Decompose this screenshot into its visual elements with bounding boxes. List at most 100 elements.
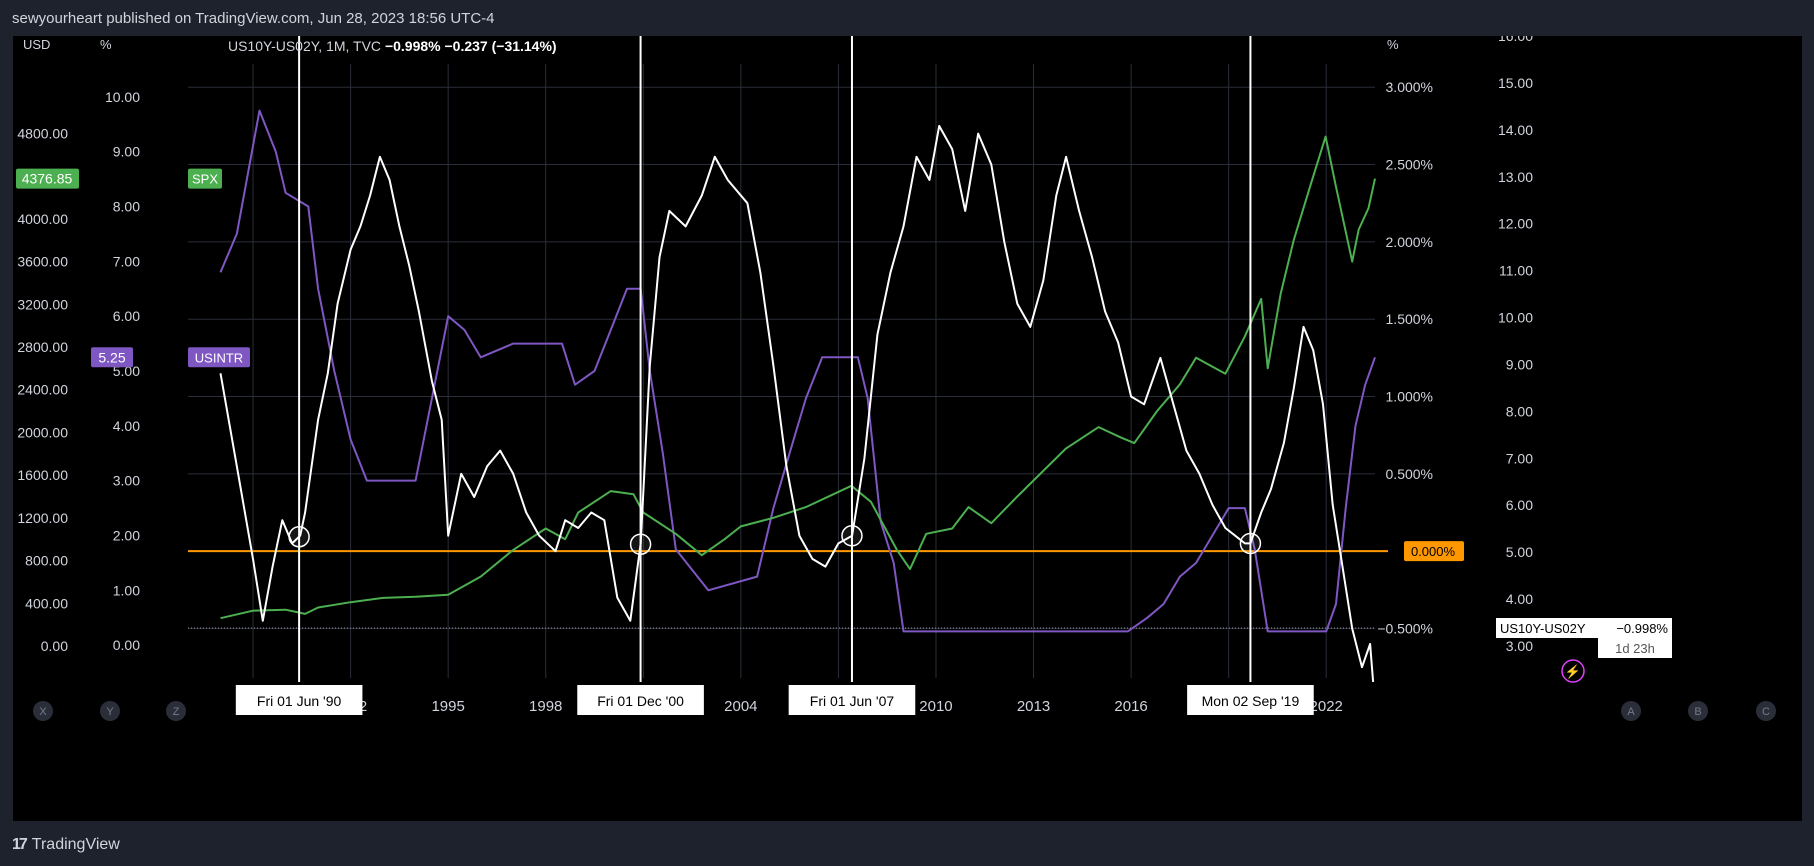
series-line-usintr	[219, 109, 1376, 633]
scale-button-label: B	[1694, 706, 1701, 718]
spread-tick-label: −0.500%	[1377, 621, 1433, 637]
x-tick-label: 2010	[919, 698, 952, 715]
far-right-tick-label: 14.00	[1498, 122, 1533, 138]
far-right-tick-label: 8.00	[1506, 403, 1533, 419]
spread-tick-label: 0.500%	[1386, 466, 1433, 482]
tradingview-brand: TradingView	[31, 836, 120, 853]
spread-axis: % 3.000% 2.500% 2.000% 1.500% 1.000% 0.500% −0.…	[1377, 37, 1433, 637]
rate-tick-label: 0.00	[113, 637, 140, 653]
chart-svg[interactable]: 1919921995199820042010201320162022Fri 01…	[13, 36, 1802, 821]
grid	[188, 64, 1375, 678]
legend[interactable]: US10Y-US02Y, 1M, TVC −0.998% −0.237 (−31…	[228, 38, 557, 54]
legend-last: −0.998%	[385, 38, 445, 54]
x-tick-label: 2013	[1017, 698, 1050, 715]
scale-button[interactable]	[1688, 701, 1708, 721]
rate-tick-label: 8.00	[113, 199, 140, 215]
spx-value-label: 4376.85	[22, 171, 73, 187]
usd-tick-label: 4800.00	[17, 125, 68, 141]
scale-button[interactable]	[33, 701, 53, 721]
far-right-tick-label: 11.00	[1499, 263, 1533, 279]
marker-date-box	[577, 685, 704, 715]
usd-tick-label: 400.00	[25, 595, 68, 611]
usintr-value-badge	[91, 347, 133, 368]
usintr-value-label: 5.25	[98, 349, 125, 365]
x-axis: 1919921995199820042010201320162022Fri 01…	[13, 682, 1802, 722]
usd-tick-label: 1200.00	[17, 510, 68, 526]
far-right-tick-label: 7.00	[1506, 450, 1533, 466]
scale-button[interactable]	[100, 701, 120, 721]
lightning-button[interactable]	[1561, 659, 1585, 683]
marker-date-label: Fri 01 Dec '00	[597, 693, 684, 709]
far-right-tick-label: 6.00	[1506, 497, 1533, 513]
scale-button[interactable]	[166, 701, 186, 721]
usd-tick-label: 800.00	[25, 553, 68, 569]
legend-symbol: US10Y-US02Y, 1M, TVC	[228, 38, 385, 54]
tradingview-logo-icon: 17	[12, 836, 28, 853]
series-line-us10y-us02y	[219, 124, 1376, 706]
x-tick-label: 2022	[1310, 698, 1343, 715]
marker-date-box	[235, 685, 363, 715]
spread-axis-title: %	[1387, 37, 1399, 52]
marker-circle[interactable]	[1239, 532, 1262, 555]
rate-axis-title: %	[100, 37, 112, 52]
far-right-tick-label: 13.00	[1498, 169, 1533, 185]
scale-button[interactable]	[1756, 701, 1776, 721]
countdown-label: 1d 23h	[1615, 641, 1655, 656]
marker-circle[interactable]	[288, 525, 310, 548]
rate-tick-label: 2.00	[113, 527, 140, 543]
far-right-tick-label: 15.00	[1498, 75, 1533, 91]
rate-axis: %10.009.008.007.006.005.004.003.002.001.…	[100, 37, 140, 653]
usintr-name-label: USINTR	[195, 350, 243, 365]
far-right-axis: 16.00 15.00 14.00 13.00 12.00 11.00 10.00 9.00 8…	[1498, 36, 1533, 654]
marker-circle[interactable]	[629, 533, 652, 556]
chart-area[interactable]: 1919921995199820042010201320162022Fri 01…	[13, 36, 1802, 821]
usd-tick-label: 2800.00	[17, 339, 68, 355]
usintr-name-badge[interactable]	[188, 347, 250, 368]
spread-tag-value: −0.998%	[1616, 621, 1668, 636]
tradingview-logo[interactable]: 17 TradingView	[12, 836, 120, 854]
far-right-tick-label: 10.00	[1498, 310, 1533, 326]
far-right-tick-label: 16.00	[1498, 36, 1533, 44]
scale-button-label: Z	[173, 706, 180, 718]
spread-tick-label: 3.000%	[1386, 79, 1433, 95]
usd-tick-label: 3200.00	[17, 296, 68, 312]
far-right-tick-label: 12.00	[1498, 216, 1533, 232]
countdown-box	[1598, 638, 1672, 658]
zero-value-label: 0.000%	[1411, 544, 1456, 559]
usd-tick-label: 2000.00	[17, 424, 68, 440]
zero-value-badge	[1404, 541, 1464, 562]
usd-tick-label: 1600.00	[17, 467, 68, 483]
usd-tick-label: 4000.00	[17, 211, 68, 227]
rate-tick-label: 4.00	[113, 418, 140, 434]
x-tick-label: 1995	[431, 698, 464, 715]
lightning-icon: ⚡	[1565, 664, 1581, 680]
x-tick-label: 2016	[1114, 698, 1147, 715]
far-right-tick-label: 5.00	[1506, 544, 1533, 560]
marker-date-box	[1187, 685, 1314, 715]
usd-axis: USD 4800.00 4000.00 3600.00 3200.00 2800.00 24…	[17, 37, 68, 654]
marker-circle[interactable]	[841, 525, 863, 547]
usd-tick-label: 0.00	[41, 638, 68, 654]
rate-tick-label: 10.00	[105, 89, 140, 105]
rate-tick-label: 6.00	[113, 308, 140, 324]
scale-button[interactable]	[1621, 701, 1641, 721]
scale-button-label: X	[39, 706, 47, 718]
spread-tick-label: 2.500%	[1386, 157, 1433, 173]
spx-value-badge	[16, 168, 79, 189]
rate-tick-label: 3.00	[113, 473, 140, 489]
spx-name-badge[interactable]	[188, 168, 222, 189]
publish-line: sewyourheart published on TradingView.co…	[12, 10, 495, 27]
spread-value-tag	[1496, 618, 1672, 638]
publish-header: sewyourheart published on TradingView.co…	[0, 0, 1814, 36]
legend-change: −0.237 (−31.14%)	[445, 38, 557, 54]
scale-button-label: Y	[106, 706, 114, 718]
footer: 17 TradingView	[0, 826, 1814, 866]
spread-tag-name: US10Y-US02Y	[1500, 621, 1586, 636]
spread-tick-label: 1.000%	[1386, 389, 1433, 405]
rate-tick-label: 9.00	[113, 144, 140, 160]
markers	[288, 36, 1262, 682]
rate-tick-label: 1.00	[113, 582, 140, 598]
rate-tick-label: 7.00	[113, 253, 140, 269]
x-tick-label: 2004	[724, 698, 757, 715]
